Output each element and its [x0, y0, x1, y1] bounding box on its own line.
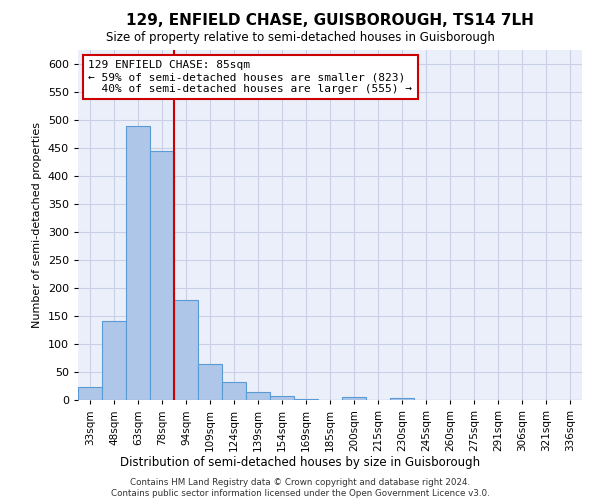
Bar: [150, 151, 174, 400]
Bar: [222, 382, 246, 400]
Bar: [198, 364, 222, 400]
Bar: [126, 126, 150, 400]
Text: 129 ENFIELD CHASE: 85sqm
← 59% of semi-detached houses are smaller (823)
  40% o: 129 ENFIELD CHASE: 85sqm ← 59% of semi-d…: [88, 60, 412, 94]
Bar: [174, 300, 198, 400]
Y-axis label: Number of semi-detached properties: Number of semi-detached properties: [32, 122, 42, 328]
Text: Contains HM Land Registry data © Crown copyright and database right 2024.
Contai: Contains HM Land Registry data © Crown c…: [110, 478, 490, 498]
Bar: [246, 392, 270, 400]
Bar: [270, 396, 294, 400]
Bar: [102, 321, 126, 400]
Bar: [78, 387, 102, 400]
Text: Size of property relative to semi-detached houses in Guisborough: Size of property relative to semi-detach…: [106, 31, 494, 44]
Bar: [342, 397, 366, 400]
Title: 129, ENFIELD CHASE, GUISBOROUGH, TS14 7LH: 129, ENFIELD CHASE, GUISBOROUGH, TS14 7L…: [126, 13, 534, 28]
Text: Distribution of semi-detached houses by size in Guisborough: Distribution of semi-detached houses by …: [120, 456, 480, 469]
Bar: [390, 398, 414, 400]
